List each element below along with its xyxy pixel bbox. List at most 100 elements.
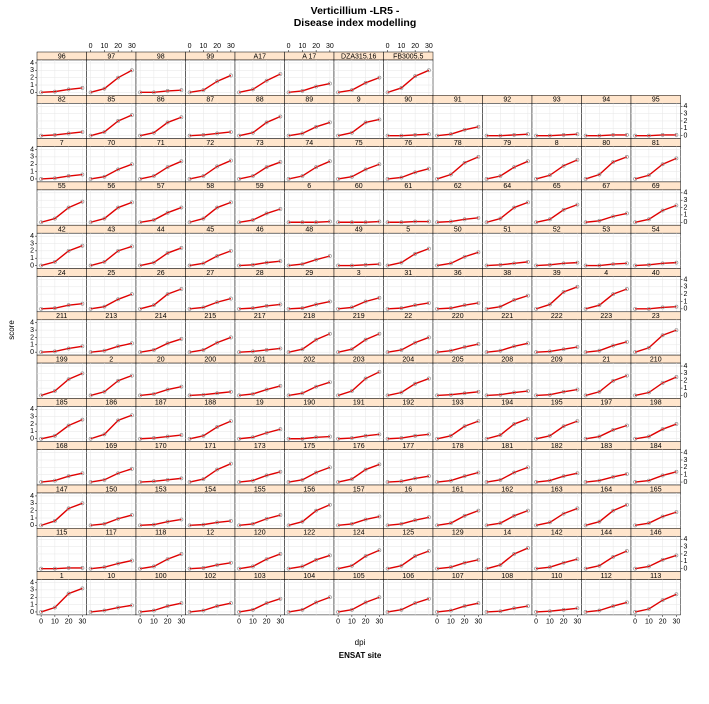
fit-line (140, 553, 182, 570)
y-tick-label: 3 (30, 587, 34, 594)
point (88, 133, 93, 138)
point (116, 297, 121, 302)
point (583, 306, 588, 311)
point (349, 347, 354, 352)
panel-label: 223 (600, 313, 612, 320)
fit-line (90, 342, 133, 353)
fit-line (41, 567, 83, 570)
panel-label: 21 (602, 356, 610, 363)
point (80, 172, 85, 177)
fit-line (139, 288, 182, 310)
point (435, 523, 440, 528)
point (646, 173, 651, 178)
panel-label: 46 (256, 227, 264, 234)
x-tick-label: 20 (461, 619, 469, 626)
point (165, 519, 170, 524)
x-tick-label: 0 (336, 619, 340, 626)
panel-label: 153 (155, 486, 167, 493)
point (498, 174, 503, 178)
panel-label: 86 (157, 97, 165, 104)
fit-line (387, 550, 430, 570)
point (129, 292, 134, 297)
fit-line (189, 520, 231, 527)
point (462, 217, 467, 222)
fit-line (635, 511, 677, 527)
point (646, 133, 651, 138)
fit-line (140, 385, 182, 397)
point (201, 392, 206, 397)
fit-line (90, 69, 133, 94)
point (575, 419, 580, 424)
point (129, 341, 134, 346)
panel-label: 57 (157, 183, 165, 190)
y-tick-label: 3 (30, 154, 34, 161)
point (300, 220, 305, 225)
panel-label: 80 (602, 140, 610, 147)
point (399, 607, 404, 612)
point (399, 260, 404, 265)
point (633, 480, 638, 484)
point (336, 566, 341, 571)
y-tick-label: 3 (30, 500, 34, 507)
point (237, 263, 242, 268)
fit-line (436, 420, 479, 440)
fit-line (90, 604, 132, 613)
y-tick-label: 4 (684, 449, 688, 456)
point (349, 389, 354, 393)
fit-line (387, 220, 429, 223)
fit-line (239, 208, 281, 223)
point (314, 557, 319, 562)
y-tick-label: 4 (684, 536, 688, 543)
fit-line (635, 305, 677, 310)
point (498, 563, 503, 567)
fit-line (288, 466, 331, 483)
point (129, 603, 134, 608)
point (377, 162, 382, 167)
fit-line (634, 204, 677, 223)
point (646, 217, 651, 222)
y-tick-label: 1 (30, 428, 34, 435)
panel-label: 219 (353, 313, 365, 320)
point (116, 75, 121, 80)
point (102, 608, 107, 613)
point (336, 480, 341, 484)
point (201, 348, 206, 352)
point (498, 609, 503, 614)
point (66, 591, 71, 596)
fit-line (239, 598, 281, 613)
point (138, 436, 143, 441)
x-tick-label: 30 (78, 619, 86, 626)
point (385, 263, 390, 268)
panel-label: 191 (353, 400, 365, 407)
point (264, 304, 269, 308)
point (187, 393, 192, 398)
point (547, 302, 552, 307)
panel-label: 23 (652, 313, 660, 320)
fit-line (338, 220, 380, 223)
panel-label: 185 (56, 400, 68, 407)
point (575, 284, 580, 289)
point (385, 90, 390, 95)
point (80, 417, 85, 422)
point (399, 133, 404, 138)
y-tick-label: 1 (30, 342, 34, 349)
fit-line (634, 157, 677, 180)
point (138, 523, 143, 528)
panel-label: 122 (303, 530, 315, 537)
point (462, 345, 467, 349)
panel-label: 146 (650, 530, 662, 537)
fit-line (437, 559, 479, 570)
point (484, 133, 489, 138)
panel-label: 7 (60, 140, 64, 147)
y-tick-label: 4 (30, 233, 34, 240)
panel-label: 56 (107, 183, 115, 190)
point (377, 462, 382, 467)
point (624, 154, 629, 159)
point (624, 287, 629, 291)
point (525, 389, 530, 393)
point (250, 564, 255, 569)
point (215, 131, 220, 136)
point (624, 373, 629, 378)
point (264, 260, 269, 265)
y-tick-label: 2 (684, 291, 688, 298)
